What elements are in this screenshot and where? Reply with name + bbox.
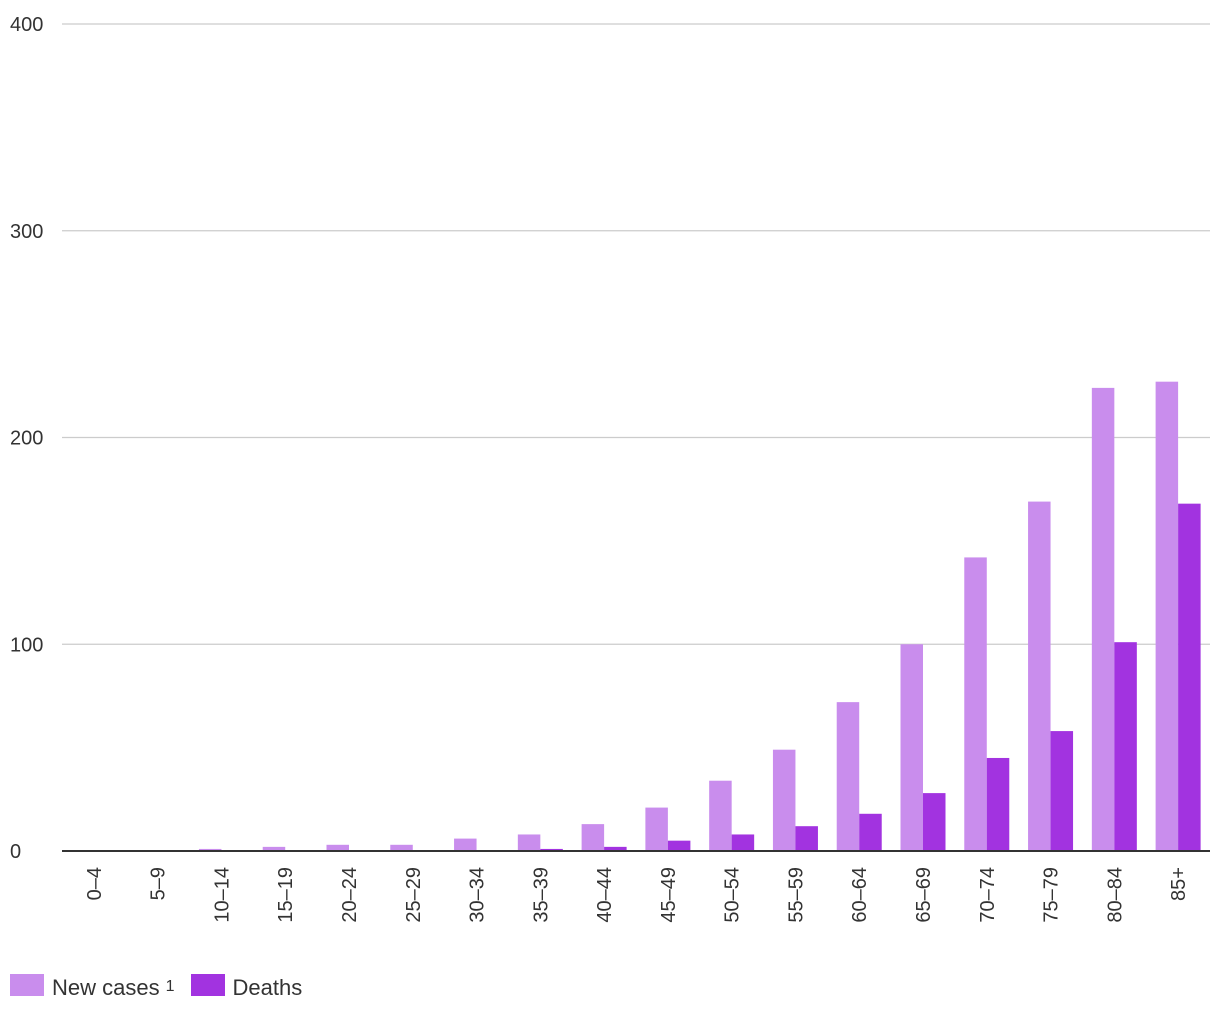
legend-footnote-marker: 1	[165, 978, 175, 995]
legend: New cases 1 Deaths	[10, 972, 318, 1000]
bar-new-cases-11	[772, 749, 796, 851]
x-category-label: 70–74	[977, 867, 999, 923]
x-category-label: 55–59	[785, 867, 807, 923]
bar-deaths-17	[1178, 503, 1201, 851]
x-category-label: 45–49	[658, 867, 680, 923]
legend-swatch-deaths	[190, 974, 225, 996]
y-axis-tick-labels: 0 100 200 300 400	[10, 14, 43, 863]
bar-deaths-15	[1050, 731, 1074, 851]
x-category-label: 10–14	[211, 867, 233, 923]
x-category-label: 85+	[1168, 867, 1190, 901]
bar-deaths-12	[859, 813, 882, 851]
y-tick-label: 0	[10, 841, 21, 863]
bar-new-cases-9	[645, 807, 668, 851]
bar-new-cases-7	[517, 834, 541, 851]
x-category-label: 35–39	[530, 867, 552, 923]
legend-item-deaths: Deaths	[190, 972, 303, 1000]
bar-deaths-13	[923, 793, 946, 851]
x-category-label: 25–29	[403, 867, 425, 923]
bar-deaths-14	[986, 757, 1010, 851]
bar-deaths-10	[731, 834, 755, 851]
bar-new-cases-14	[964, 557, 987, 851]
bar-new-cases-6	[454, 838, 477, 851]
legend-label-new-cases: New cases 1	[52, 975, 175, 1000]
bar-deaths-11	[795, 826, 818, 851]
x-category-label: 60–64	[849, 867, 871, 923]
bar-new-cases-16	[1091, 387, 1115, 851]
x-category-label: 0–4	[84, 867, 106, 900]
bar-new-cases-8	[581, 824, 605, 851]
bar-new-cases-5	[390, 844, 413, 851]
bar-deaths-7	[540, 848, 563, 851]
x-axis-category-labels: 0–4 5–9 10–14 15–19 20–24 25–29 30–34 35–39 40–4…	[84, 867, 1190, 923]
bar-new-cases-13	[900, 644, 923, 851]
y-tick-label: 300	[10, 221, 43, 243]
bar-new-cases-17	[1155, 381, 1179, 851]
bars	[198, 381, 1201, 851]
x-category-label: 30–34	[467, 867, 489, 923]
x-category-label: 50–54	[722, 867, 744, 923]
x-category-label: 15–19	[275, 867, 297, 923]
x-category-label: 65–69	[913, 867, 935, 923]
legend-label-deaths: Deaths	[232, 975, 303, 1000]
bar-new-cases-4	[326, 844, 349, 851]
bar-deaths-9	[667, 840, 691, 851]
bar-new-cases-3	[262, 846, 286, 851]
x-category-label: 75–79	[1041, 867, 1063, 923]
x-category-label: 40–44	[594, 867, 616, 923]
legend-swatch-new-cases	[10, 974, 44, 996]
x-category-label: 80–84	[1104, 867, 1126, 923]
bar-new-cases-10	[709, 780, 732, 851]
bar-deaths-16	[1114, 642, 1137, 851]
bar-new-cases-12	[836, 702, 860, 851]
y-tick-label: 400	[10, 14, 43, 36]
x-category-label: 20–24	[339, 867, 361, 923]
gridlines	[62, 23, 1210, 645]
legend-item-new-cases: New cases 1	[10, 972, 175, 1000]
y-tick-label: 100	[10, 634, 43, 656]
x-category-label: 5–9	[148, 867, 170, 900]
bar-deaths-8	[604, 846, 627, 851]
y-tick-label: 200	[10, 428, 43, 450]
bar-new-cases-2	[198, 848, 222, 851]
bar-new-cases-15	[1028, 501, 1051, 851]
